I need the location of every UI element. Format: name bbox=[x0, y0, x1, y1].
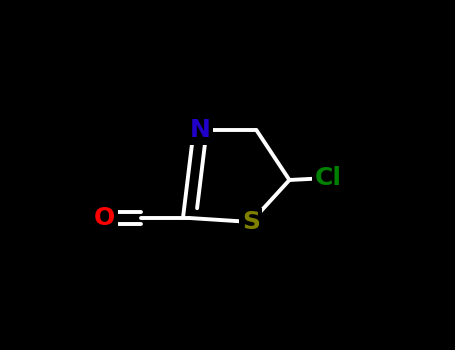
Text: O: O bbox=[94, 206, 116, 230]
Text: Cl: Cl bbox=[314, 166, 341, 190]
Text: S: S bbox=[242, 210, 260, 234]
Text: N: N bbox=[190, 118, 211, 142]
